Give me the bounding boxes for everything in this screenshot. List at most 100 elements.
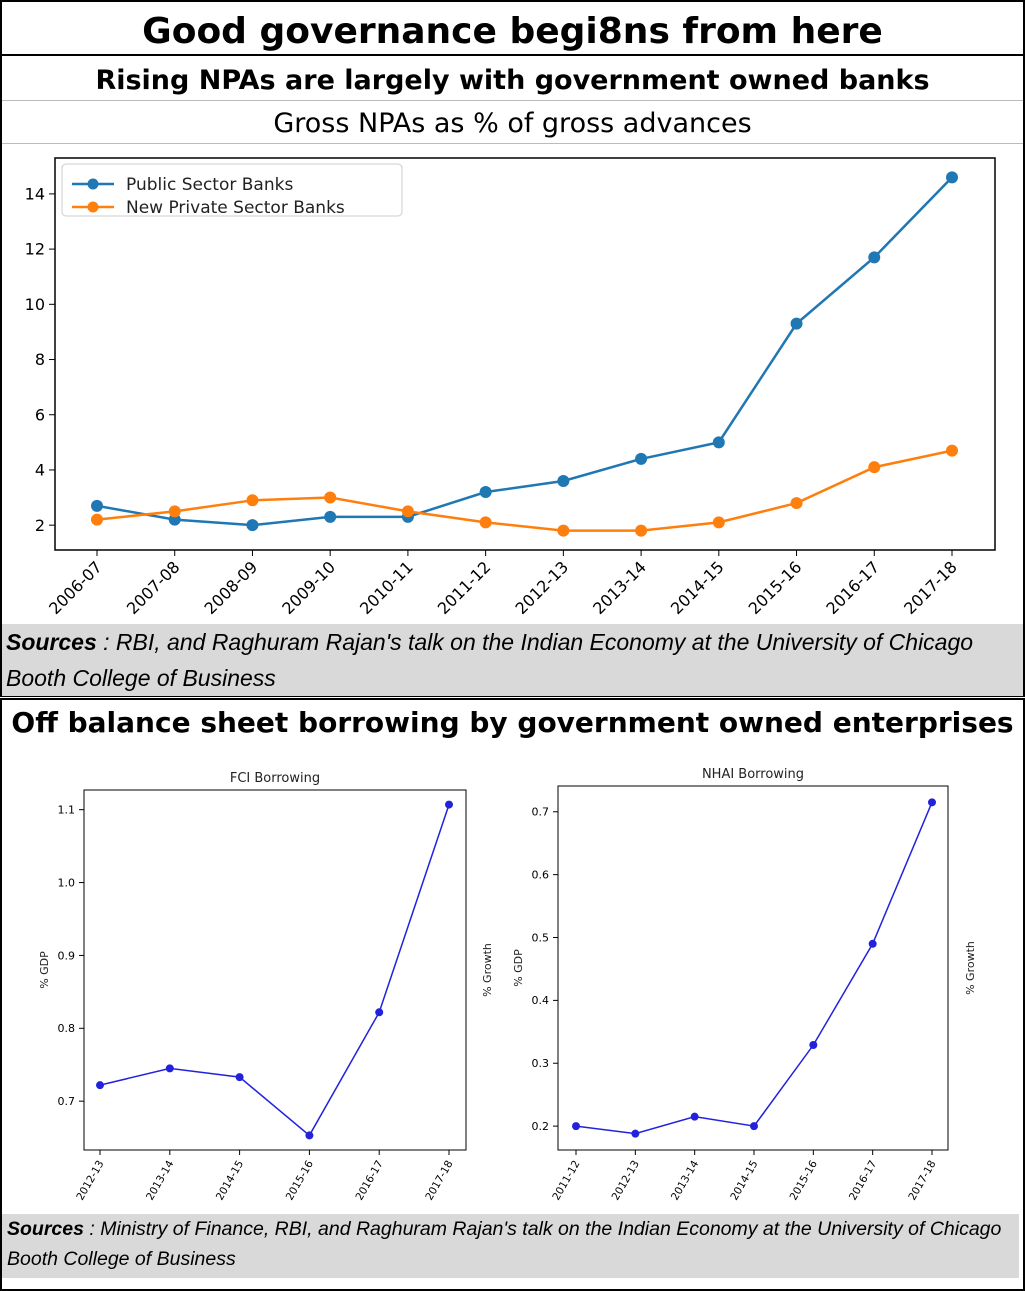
data-point bbox=[324, 510, 337, 523]
divider bbox=[2, 100, 1023, 101]
x-tick-label: 2015-16 bbox=[788, 1158, 820, 1202]
legend-marker bbox=[87, 178, 99, 190]
x-tick-label: 2017-18 bbox=[423, 1159, 455, 1203]
chart-title: FCI Borrowing bbox=[230, 771, 320, 786]
x-tick-label: 2012-13 bbox=[74, 1159, 106, 1203]
data-point bbox=[750, 1122, 758, 1131]
data-point bbox=[712, 436, 725, 449]
y-tick-label: 0.6 bbox=[532, 868, 550, 881]
npa-section bbox=[0, 56, 1025, 697]
x-tick-label: 2011-12 bbox=[434, 557, 495, 618]
x-tick-label: 2017-18 bbox=[900, 557, 961, 618]
legend-marker bbox=[87, 201, 99, 213]
npa-line-chart: 2 4 6 8 10 12 14 2006-07 2007-08 2008-09 2009-10 20… bbox=[25, 157, 996, 618]
data-point bbox=[928, 798, 936, 807]
npa-section-title: Rising NPAs are largely with government … bbox=[95, 65, 930, 96]
y-tick-label: 0.2 bbox=[532, 1120, 550, 1133]
x-tick-label: 2017-18 bbox=[906, 1159, 938, 1203]
data-point bbox=[246, 494, 259, 507]
data-point bbox=[168, 505, 181, 518]
data-point bbox=[479, 486, 492, 499]
x-tick-label: 2007-08 bbox=[123, 557, 184, 618]
x-tick-label: 2014-15 bbox=[728, 1159, 760, 1203]
y-tick-label: 0.7 bbox=[532, 806, 550, 819]
page-title: Good governance begi8ns from here bbox=[0, 0, 1025, 56]
x-tick-label: 2015-16 bbox=[284, 1158, 316, 1202]
x-tick-label: 2013-14 bbox=[144, 1158, 176, 1202]
data-point bbox=[572, 1122, 580, 1131]
data-point bbox=[635, 452, 648, 465]
y-tick-label: 2 bbox=[35, 516, 45, 535]
y-tick-label: 8 bbox=[35, 350, 45, 369]
data-point bbox=[324, 491, 337, 504]
data-point bbox=[809, 1041, 818, 1050]
sources-text: : RBI, and Raghuram Rajan's talk on the … bbox=[6, 629, 974, 691]
y-tick-label: 14 bbox=[25, 184, 45, 203]
x-tick-label: 2014-15 bbox=[214, 1159, 246, 1203]
x-tick-label: 2010-11 bbox=[356, 557, 417, 618]
borrowing-section bbox=[0, 698, 1025, 1291]
legend-box bbox=[61, 163, 403, 217]
y-tick-label: 0.4 bbox=[532, 994, 550, 1007]
y-tick-label: 0.3 bbox=[532, 1057, 550, 1070]
y-tick-label: 1.1 bbox=[58, 804, 76, 817]
data-point bbox=[96, 1081, 104, 1090]
x-tick-label: 2015-16 bbox=[745, 557, 806, 618]
data-point bbox=[91, 499, 103, 512]
plot-frame bbox=[83, 789, 467, 1151]
y-axis-label: % GDP bbox=[38, 951, 51, 989]
data-point bbox=[868, 461, 881, 474]
legend-entry: New Private Sector Banks bbox=[126, 198, 345, 218]
x-tick-label: 2013-14 bbox=[589, 557, 650, 618]
x-tick-label: 2008-09 bbox=[201, 557, 262, 618]
y-tick-label: 6 bbox=[35, 405, 45, 424]
data-point bbox=[165, 1064, 174, 1073]
borrowing-sources-note: Sources : Ministry of Finance, RBI, and … bbox=[2, 1214, 1019, 1278]
x-tick-label: 2006-07 bbox=[45, 557, 106, 618]
data-point bbox=[305, 1131, 314, 1140]
series-line bbox=[96, 176, 953, 527]
sources-label: Sources bbox=[6, 629, 97, 655]
sources-text: : Ministry of Finance, RBI, and Raghuram… bbox=[7, 1218, 1002, 1270]
data-point bbox=[557, 524, 570, 537]
x-tick-label: 2012-13 bbox=[511, 557, 572, 618]
data-point bbox=[557, 474, 570, 487]
data-point bbox=[91, 513, 103, 526]
data-point bbox=[946, 171, 958, 184]
data-point bbox=[690, 1112, 699, 1121]
data-point bbox=[790, 317, 803, 330]
data-point bbox=[246, 519, 259, 532]
secondary-y-axis-label: % Growth bbox=[481, 943, 494, 997]
borrowing-section-title: Off balance sheet borrowing by governmen… bbox=[11, 706, 1014, 739]
x-tick-label: 2013-14 bbox=[669, 1158, 701, 1202]
data-point bbox=[401, 505, 414, 518]
x-tick-label: 2016-17 bbox=[353, 1159, 385, 1203]
x-tick-label: 2009-10 bbox=[278, 557, 339, 618]
y-tick-label: 10 bbox=[25, 295, 45, 314]
npa-chart-subtitle: Gross NPAs as % of gross advances bbox=[273, 108, 752, 139]
data-point bbox=[445, 800, 453, 809]
divider bbox=[2, 143, 1023, 144]
data-point bbox=[168, 513, 181, 526]
data-point bbox=[479, 516, 492, 529]
data-point bbox=[946, 444, 958, 457]
data-point bbox=[375, 1008, 384, 1017]
x-tick-label: 2011-12 bbox=[550, 1159, 582, 1203]
series-line bbox=[99, 804, 450, 1137]
data-point bbox=[635, 524, 648, 537]
chart-title: NHAI Borrowing bbox=[702, 767, 804, 782]
y-tick-label: 0.8 bbox=[58, 1022, 76, 1035]
x-tick-label: 2014-15 bbox=[667, 557, 728, 618]
series-line bbox=[96, 449, 953, 532]
nhai-borrowing-chart: 0.2 0.3 0.4 0.5 0.6 0.7 2011-12 2012-13 2013-14 2… bbox=[512, 767, 977, 1203]
x-tick-label: 2016-17 bbox=[847, 1159, 879, 1203]
y-tick-label: 1.0 bbox=[58, 876, 76, 889]
sources-label: Sources bbox=[7, 1218, 84, 1240]
data-point bbox=[790, 497, 803, 510]
data-point bbox=[631, 1129, 640, 1138]
plot-frame bbox=[557, 785, 949, 1151]
fci-borrowing-chart: 0.7 0.8 0.9 1.0 1.1 2012-13 2013-14 2014-15 2015… bbox=[38, 771, 494, 1203]
x-tick-label: 2012-13 bbox=[610, 1159, 642, 1203]
data-point bbox=[712, 516, 725, 529]
legend-entry: Public Sector Banks bbox=[126, 175, 293, 195]
